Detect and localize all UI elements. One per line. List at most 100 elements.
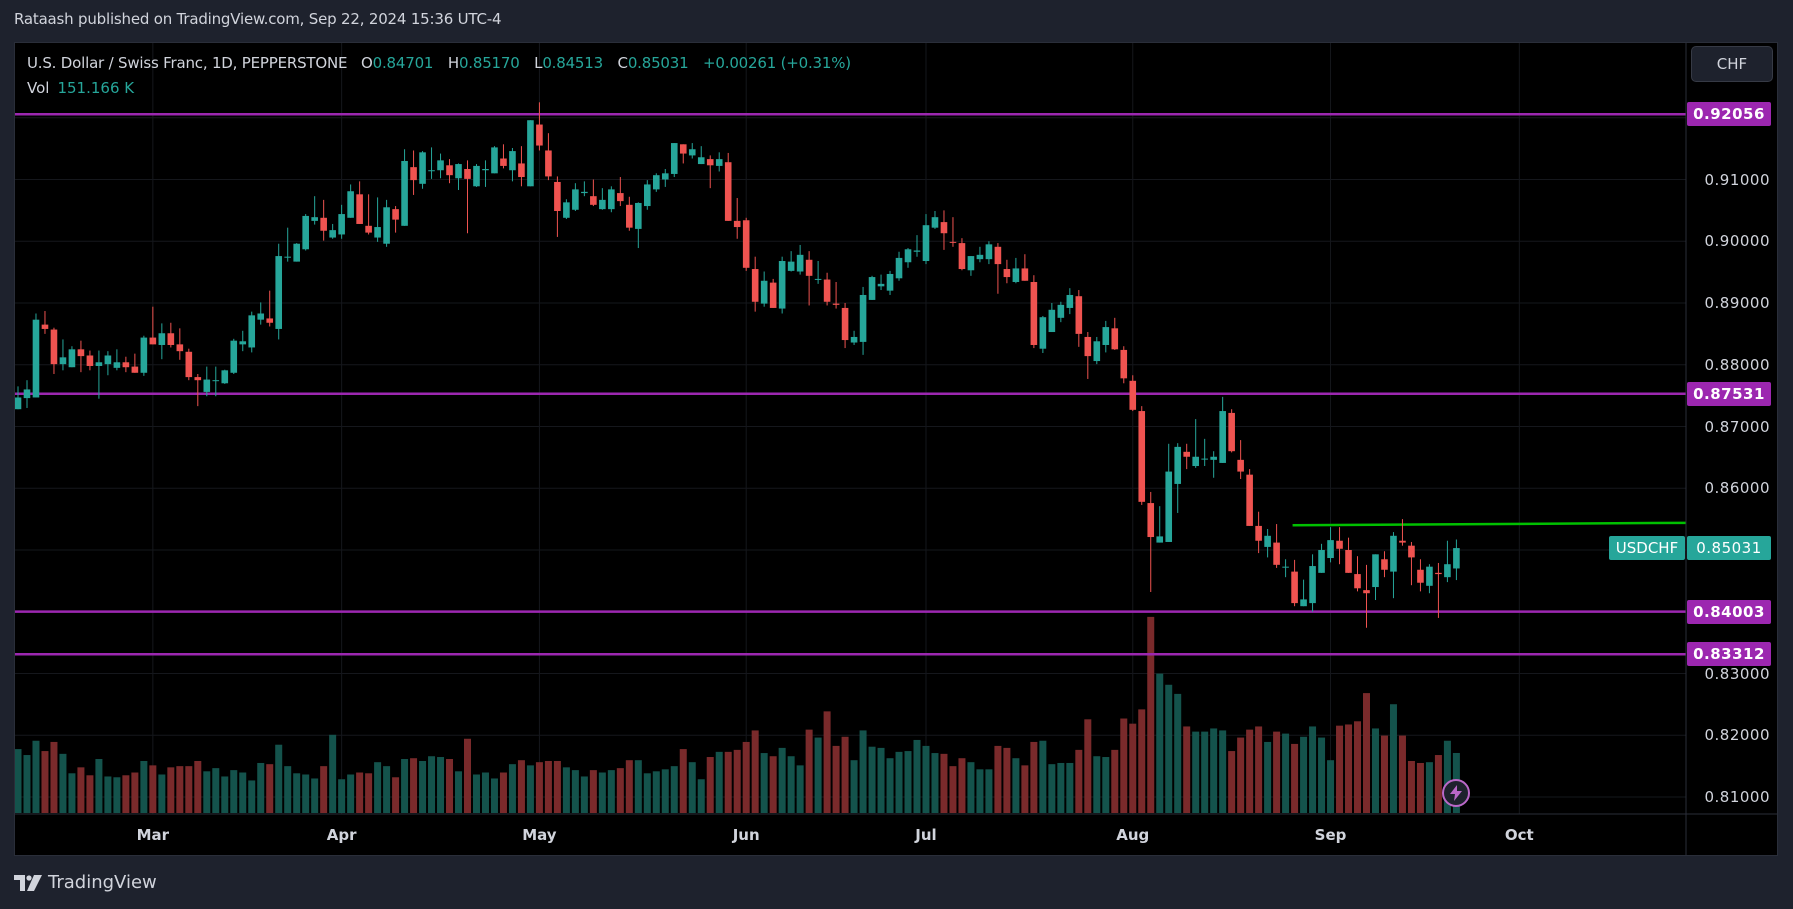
volume-bar xyxy=(1093,756,1101,813)
horizontal-levels[interactable] xyxy=(15,113,1686,656)
candle-body xyxy=(212,380,220,382)
tradingview-logo[interactable]: TradingView xyxy=(14,872,157,893)
volume-bar xyxy=(1291,743,1299,813)
candle-body xyxy=(832,303,840,305)
current-price-label: 0.85031 xyxy=(1687,536,1771,561)
close-value: 0.85031 xyxy=(627,54,689,72)
candle-body xyxy=(428,170,435,172)
candle xyxy=(1381,551,1388,578)
candle-body xyxy=(239,341,247,345)
volume-bar xyxy=(607,770,615,813)
volume-bar xyxy=(598,772,606,813)
candle xyxy=(1111,317,1119,350)
volume-bar xyxy=(544,760,552,813)
volume-bar xyxy=(1156,673,1164,813)
volume-bar xyxy=(1183,726,1191,813)
candle xyxy=(1084,332,1092,379)
lightning-icon[interactable] xyxy=(1442,779,1470,807)
volume-bar xyxy=(59,753,67,813)
volume-bar xyxy=(77,767,85,813)
candle-body xyxy=(509,151,516,171)
volume-bar xyxy=(1165,684,1173,813)
candle xyxy=(1228,409,1235,453)
candle-body xyxy=(338,214,345,235)
candle-body xyxy=(1273,542,1280,565)
candle-body xyxy=(1066,294,1074,308)
candle xyxy=(823,272,831,306)
volume-bar xyxy=(194,760,202,813)
candle xyxy=(949,217,957,247)
volume-bar xyxy=(1425,762,1433,813)
volume-bar xyxy=(149,765,157,813)
candle-body xyxy=(581,191,588,194)
candle xyxy=(536,102,543,151)
volume-bar xyxy=(32,740,40,813)
volume-bar xyxy=(1075,749,1083,813)
candle xyxy=(1399,519,1406,546)
candle xyxy=(877,274,885,291)
candle xyxy=(86,350,94,371)
volume-bar xyxy=(1282,733,1290,813)
candle xyxy=(347,184,354,218)
currency-button[interactable]: CHF xyxy=(1691,46,1773,82)
candle-body xyxy=(958,243,966,270)
trendline[interactable] xyxy=(1292,521,1686,527)
volume-value: 151.166 K xyxy=(57,79,135,97)
candle-body xyxy=(365,225,372,233)
candle xyxy=(940,210,948,250)
candle-body xyxy=(527,120,534,187)
candle-body xyxy=(1372,554,1379,588)
price-tick-label: 0.86000 xyxy=(1704,479,1770,498)
high-value: 0.85170 xyxy=(458,54,520,72)
candle-body xyxy=(760,280,768,304)
candle-body xyxy=(1129,380,1137,410)
candle xyxy=(778,256,786,314)
candle xyxy=(15,386,22,410)
candle xyxy=(1156,506,1164,543)
candle xyxy=(311,196,318,225)
volume-bar xyxy=(1318,737,1326,813)
candle xyxy=(59,339,67,371)
candle-body xyxy=(1345,550,1352,573)
volume-bar xyxy=(1219,730,1227,813)
volume-bar xyxy=(392,777,400,813)
candle-body xyxy=(122,362,130,368)
candle-body xyxy=(15,397,22,410)
candle-body xyxy=(652,175,660,190)
grid xyxy=(15,43,1686,814)
volume-bar xyxy=(1371,728,1379,813)
volume-bar xyxy=(185,766,193,813)
volume-bar xyxy=(1129,723,1137,813)
volume-bar xyxy=(1246,729,1254,813)
candle-body xyxy=(275,256,283,329)
volume-bar xyxy=(499,772,507,813)
candle xyxy=(266,290,274,327)
candle-body xyxy=(1165,471,1173,542)
candle xyxy=(338,204,345,239)
volume-bar xyxy=(275,744,283,813)
volume-bar xyxy=(859,730,867,813)
candle-body xyxy=(149,337,157,345)
volume-bar xyxy=(1228,751,1236,813)
volume-bar xyxy=(140,760,148,813)
volume-bar xyxy=(1192,731,1200,813)
candle-body xyxy=(967,256,975,271)
candle xyxy=(1030,275,1038,349)
symbol-price-label: USDCHF xyxy=(1609,536,1685,561)
volume-bar xyxy=(419,760,427,813)
candle-body xyxy=(311,217,318,221)
candle xyxy=(149,306,157,345)
candle-body xyxy=(203,379,211,392)
chart-frame[interactable] xyxy=(14,42,1778,856)
candle-body xyxy=(814,278,822,280)
volume-bar xyxy=(571,770,579,813)
candle xyxy=(1021,254,1029,281)
candle xyxy=(473,164,480,187)
candle xyxy=(455,163,462,190)
candle-body xyxy=(1174,446,1182,484)
candle xyxy=(805,251,813,306)
volume-bar xyxy=(383,766,391,813)
volume-bar xyxy=(131,772,139,813)
candle xyxy=(760,271,768,307)
